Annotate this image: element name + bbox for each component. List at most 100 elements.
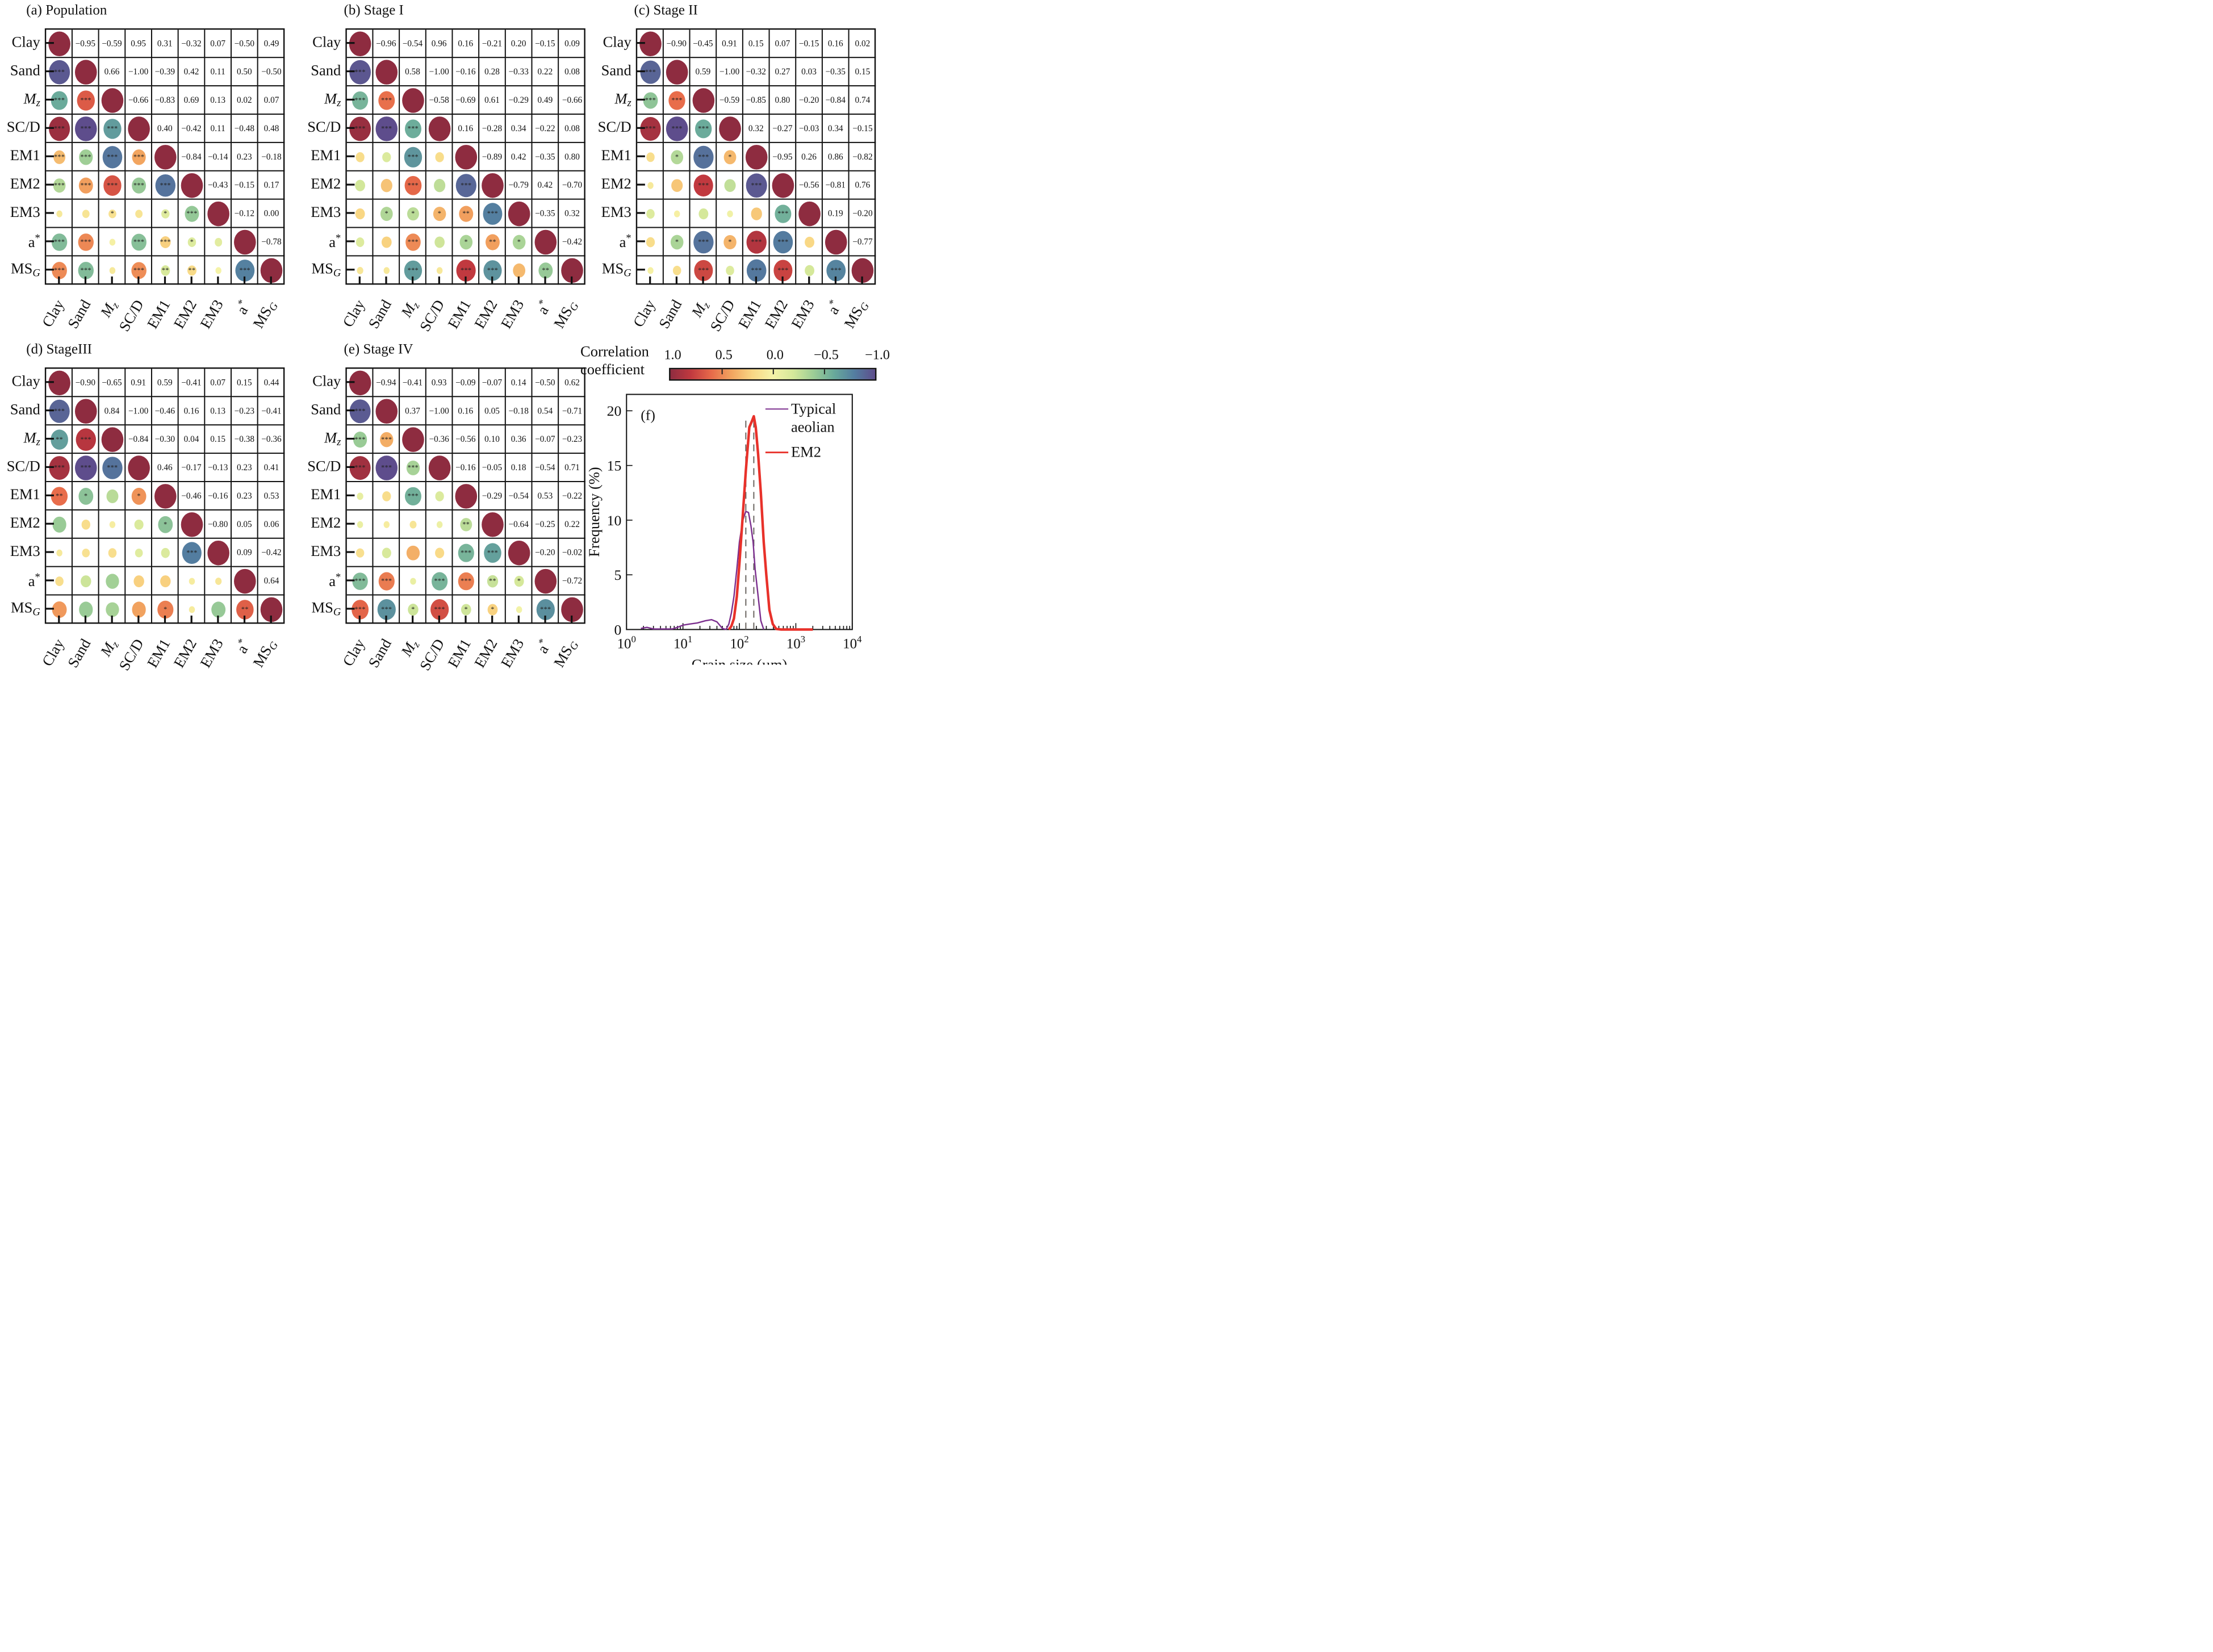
correlation-circle xyxy=(482,512,504,537)
matrix-cell: 0.32 xyxy=(559,200,585,228)
panel-a-row-label: a* xyxy=(28,232,40,251)
correlation-circle: ** xyxy=(236,600,254,620)
correlation-value: 0.19 xyxy=(827,208,843,219)
correlation-value: 0.86 xyxy=(827,152,843,162)
matrix-cell: 0.36 xyxy=(505,425,533,454)
matrix-cell: 0.34 xyxy=(822,114,850,143)
matrix-cell xyxy=(346,143,374,172)
correlation-value: 0.27 xyxy=(775,66,790,77)
matrix-cell xyxy=(663,58,691,87)
matrix-cell: *** xyxy=(46,228,73,257)
correlation-value: 0.54 xyxy=(537,405,553,416)
correlation-circle xyxy=(135,548,143,558)
matrix-cell: −0.28 xyxy=(479,114,506,143)
matrix-cell: *** xyxy=(690,114,717,143)
correlation-value: −0.35 xyxy=(825,66,846,77)
x-tick-label: 101 xyxy=(673,634,692,651)
matrix-cell: 0.74 xyxy=(849,86,876,115)
significance-stars: * xyxy=(517,577,521,585)
panel-c-row-label: Mz xyxy=(614,90,631,108)
correlation-circle: * xyxy=(461,604,471,616)
correlation-value: −0.54 xyxy=(402,38,423,48)
panel-d-row-label: Mz xyxy=(23,429,40,448)
series-line-typical-aeolian xyxy=(641,511,765,630)
correlation-circle xyxy=(75,399,97,424)
correlation-circle xyxy=(646,152,655,162)
correlation-circle: *** xyxy=(693,231,714,254)
y-tick xyxy=(346,212,355,214)
legend-label: aeolian xyxy=(791,418,835,435)
matrix-cell: * xyxy=(373,199,400,228)
matrix-cell: * xyxy=(479,595,506,624)
matrix-cell: 0.02 xyxy=(849,30,876,58)
correlation-value: −0.54 xyxy=(535,462,555,472)
matrix-cell xyxy=(506,595,533,624)
correlation-value: 0.34 xyxy=(827,123,843,133)
significance-stars: *** xyxy=(461,181,472,190)
matrix-cell: *** xyxy=(453,538,480,567)
correlation-value: −0.83 xyxy=(154,95,175,105)
matrix-cell: *** xyxy=(400,171,426,200)
correlation-circle xyxy=(805,265,815,277)
matrix-cell: −0.46 xyxy=(178,482,206,511)
matrix-cell: 0.76 xyxy=(849,172,876,200)
matrix-cell: 0.80 xyxy=(769,86,797,115)
y-tick xyxy=(346,551,355,553)
correlation-value: −0.20 xyxy=(535,547,555,558)
significance-stars: *** xyxy=(133,266,145,274)
correlation-circle xyxy=(234,568,256,594)
matrix-cell: −0.42 xyxy=(258,539,285,567)
matrix-cell: 0.32 xyxy=(743,114,770,143)
x-tick xyxy=(861,276,863,285)
matrix-cell xyxy=(664,256,691,285)
correlation-circle xyxy=(109,267,116,274)
matrix-cell: 0.07 xyxy=(205,369,232,398)
significance-stars: ** xyxy=(56,436,64,444)
matrix-cell: 0.53 xyxy=(532,482,559,511)
matrix-cell: *** xyxy=(46,454,73,482)
correlation-value: −0.09 xyxy=(455,377,476,387)
correlation-circle: ** xyxy=(161,265,170,276)
correlation-value: 0.07 xyxy=(210,377,226,387)
correlation-value: −0.95 xyxy=(772,152,793,162)
significance-stars: ** xyxy=(462,520,470,529)
correlation-circle: * xyxy=(158,516,173,533)
significance-stars: *** xyxy=(107,125,118,133)
correlation-circle: *** xyxy=(693,174,713,197)
panel-a-title: (a) Population xyxy=(26,2,107,18)
correlation-circle: * xyxy=(380,207,393,221)
panel-a-row-label: EM3 xyxy=(10,203,40,220)
significance-stars: * xyxy=(675,153,679,161)
correlation-value: 0.58 xyxy=(405,66,420,77)
correlation-circle xyxy=(135,210,143,218)
panel-a-row-label: SC/D xyxy=(6,118,40,136)
panel-d-title: (d) StageIII xyxy=(26,341,92,357)
significance-stars: * xyxy=(517,238,521,246)
correlation-circle: *** xyxy=(132,177,147,194)
panel-b-row-label: EM1 xyxy=(311,147,341,164)
matrix-cell: −0.15 xyxy=(796,30,823,58)
correlation-value: −0.22 xyxy=(535,123,555,133)
x-tick xyxy=(164,615,166,624)
correlation-circle xyxy=(375,60,398,85)
matrix-cell xyxy=(453,143,480,172)
matrix-cell: −0.56 xyxy=(453,425,480,454)
matrix-cell xyxy=(796,256,823,285)
correlation-value: 0.15 xyxy=(210,434,226,444)
correlation-circle: * xyxy=(408,604,419,616)
matrix-cell: −0.35 xyxy=(822,58,850,87)
matrix-cell xyxy=(505,538,533,567)
correlation-circle: * xyxy=(723,235,737,250)
matrix-cell: −0.81 xyxy=(822,171,850,200)
matrix-cell xyxy=(125,199,152,228)
significance-stars: *** xyxy=(671,125,683,133)
matrix-cell: 0.13 xyxy=(205,397,232,426)
significance-stars: * xyxy=(164,210,168,218)
y-tick xyxy=(45,381,54,383)
panel-a-row-label: Clay xyxy=(11,34,40,51)
correlation-circle xyxy=(671,179,683,193)
matrix-cell: 0.96 xyxy=(426,30,453,58)
significance-stars: *** xyxy=(434,577,445,585)
correlation-value: 0.16 xyxy=(827,38,843,48)
significance-stars: ** xyxy=(161,266,169,274)
